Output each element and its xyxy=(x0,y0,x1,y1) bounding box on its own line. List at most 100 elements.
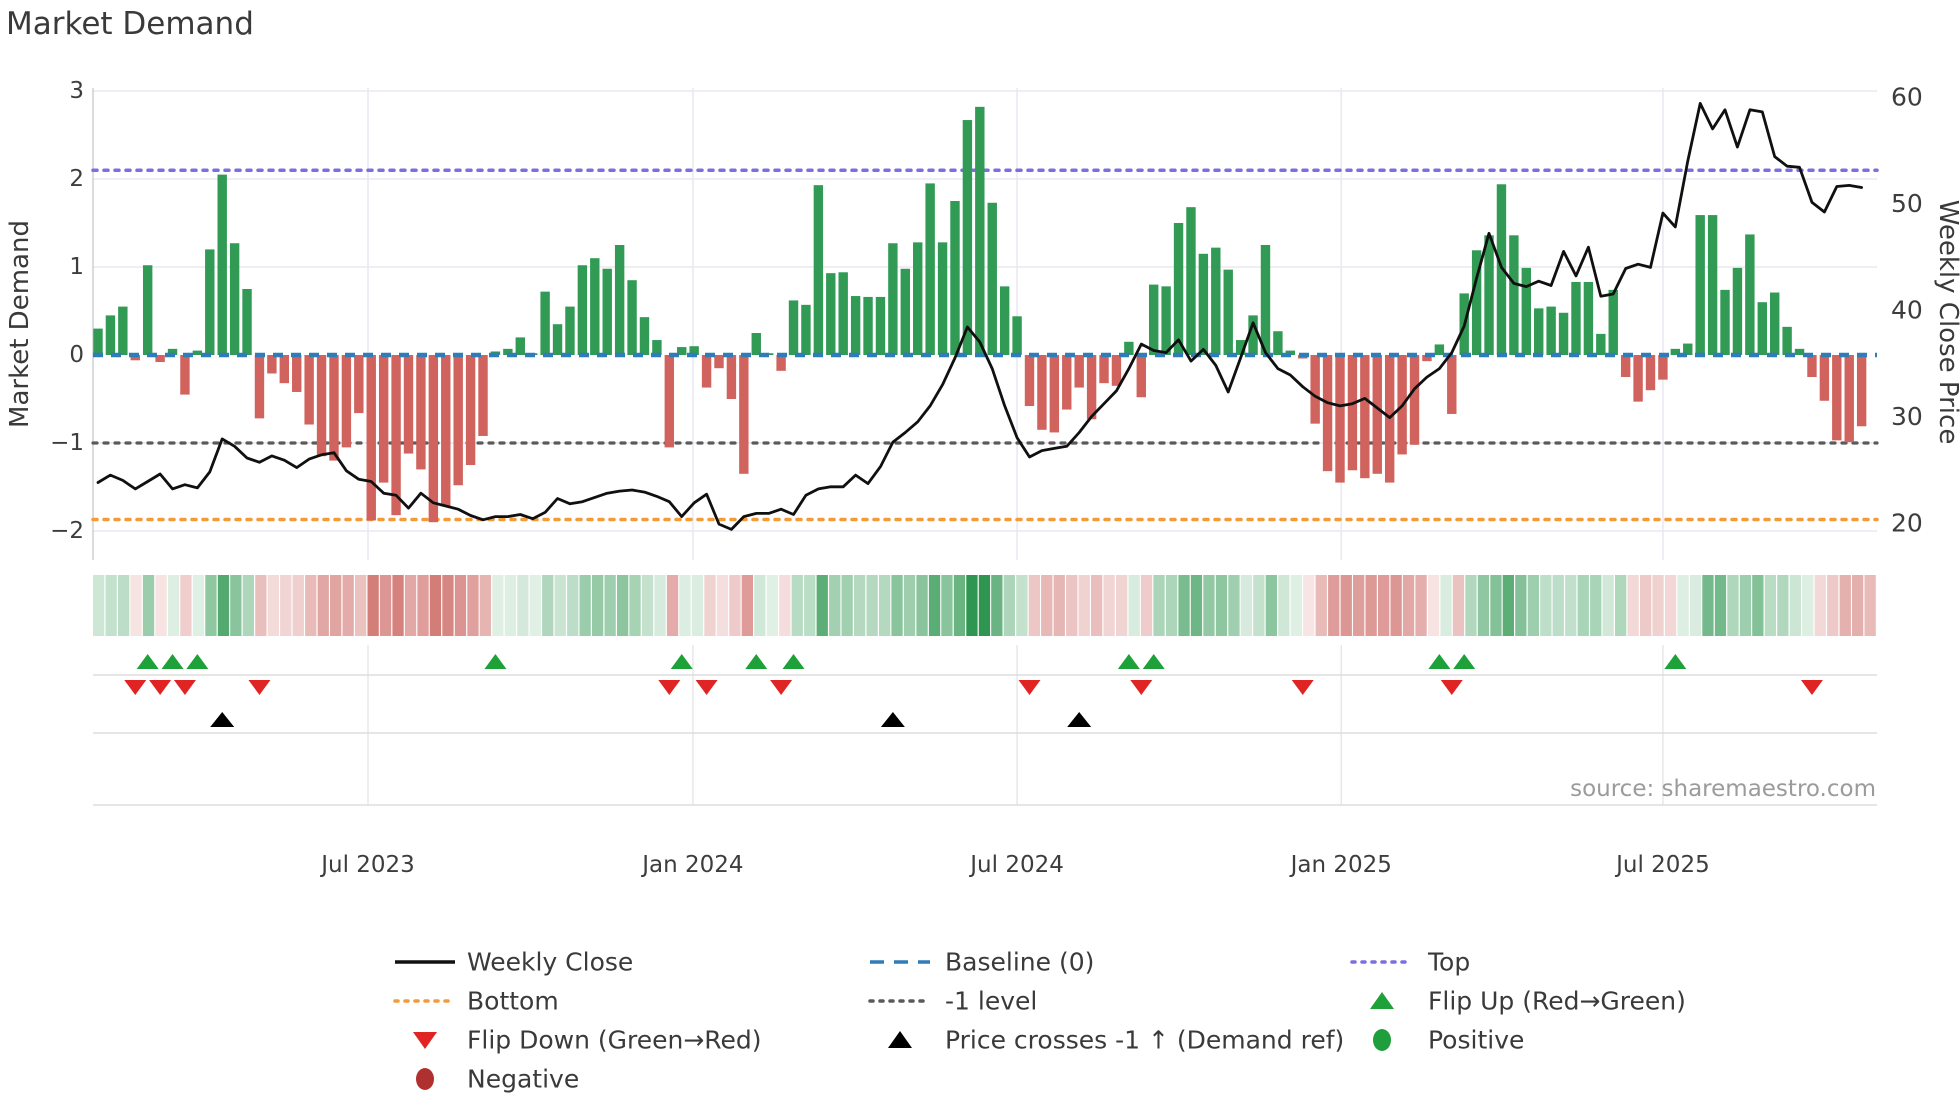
heatmap-cell xyxy=(392,575,404,636)
demand-bar-positive xyxy=(1782,326,1792,355)
heatmap-cell xyxy=(879,575,891,636)
heatmap-cell xyxy=(467,575,479,636)
demand-bar-negative xyxy=(329,355,339,461)
flip-down-marker xyxy=(173,680,196,695)
heatmap-cell xyxy=(255,575,267,636)
weekly-close-line xyxy=(96,102,1863,531)
flip-up-marker xyxy=(161,654,184,669)
heatmap-cell xyxy=(1178,575,1190,636)
heatmap-cell xyxy=(1565,575,1577,636)
demand-bar-positive xyxy=(565,306,575,355)
demand-bar-positive xyxy=(1211,247,1221,355)
heatmap-cell xyxy=(1378,575,1390,636)
demand-bar-positive xyxy=(1434,344,1445,355)
right-axis-tick-label: 50 xyxy=(1891,189,1923,218)
heatmap-cell xyxy=(1852,575,1864,636)
demand-bar-positive xyxy=(813,185,824,355)
heatmap-cell xyxy=(105,575,117,636)
heatmap-cell xyxy=(978,575,991,636)
demand-bar-positive xyxy=(801,304,811,355)
heatmap-cell xyxy=(1452,575,1465,636)
heatmap-cell xyxy=(1190,575,1203,636)
demand-bar-positive xyxy=(639,317,650,355)
axis-labels: 3 2 1 0 −1 −2 60 50 40 30 20 Jul 2023 Jan 2024 Jul 20… xyxy=(5,78,1960,878)
heatmap-cell xyxy=(567,575,579,636)
demand-bar-positive xyxy=(962,120,973,355)
x-axis-tick-label: Jul 2024 xyxy=(968,852,1064,878)
demand-bar-positive xyxy=(999,286,1010,355)
legend-item-label: Flip Down (Green→Red) xyxy=(467,1026,762,1055)
legend-item-label: Price crosses -1 ↑ (Demand ref) xyxy=(945,1026,1344,1055)
demand-bar-negative xyxy=(1633,355,1643,402)
legend-item-positive: Positive xyxy=(1373,1026,1524,1055)
legend-item-negative: Negative xyxy=(416,1065,579,1094)
demand-bar-negative xyxy=(701,355,712,388)
heatmap-cell xyxy=(1240,575,1252,636)
flip-up-icon xyxy=(1370,992,1394,1009)
demand-bar-positive xyxy=(1248,315,1258,355)
legend-item-flip-up-red-green: Flip Up (Red→Green) xyxy=(1370,987,1686,1016)
demand-bar-negative xyxy=(1360,355,1370,479)
heatmap-cell xyxy=(479,575,491,636)
demand-bar-negative xyxy=(453,355,463,486)
heatmap-cell xyxy=(1739,575,1752,636)
heatmap-cell xyxy=(903,575,916,636)
demand-bar-negative xyxy=(714,355,724,369)
demand-bar-negative xyxy=(180,355,190,395)
heatmap-cell xyxy=(342,575,354,636)
heatmap-cell xyxy=(404,575,417,636)
demand-bar-positive xyxy=(652,340,662,355)
heatmap-cell xyxy=(592,575,604,636)
flip-down-marker xyxy=(770,680,793,695)
demand-bar-negative xyxy=(354,355,364,414)
heatmap-cell xyxy=(854,575,866,636)
heatmap-cell xyxy=(1777,575,1789,636)
heatmap-cell xyxy=(741,575,753,636)
right-axis-tick-label: 30 xyxy=(1891,402,1923,431)
demand-bar-negative xyxy=(428,355,439,523)
demand-bar-positive xyxy=(826,273,836,355)
demand-bar-negative xyxy=(1620,355,1631,377)
demand-bar-positive xyxy=(1683,343,1693,355)
heatmap-cell xyxy=(804,575,816,636)
legend-item-label: Bottom xyxy=(467,987,559,1016)
demand-bar-positive xyxy=(788,300,799,355)
legend-item-baseline-0: Baseline (0) xyxy=(870,948,1094,977)
demand-bar-negative xyxy=(1062,355,1072,410)
flip-up-marker xyxy=(1117,654,1140,669)
left-axis-tick-label: −1 xyxy=(50,430,84,456)
heatmap-cell xyxy=(529,575,541,636)
demand-bar-negative xyxy=(1372,355,1382,474)
heatmap-cell xyxy=(1490,575,1502,636)
weekly-close-polyline xyxy=(96,102,1863,531)
heatmap-cell xyxy=(1328,575,1340,636)
heatmap-cell xyxy=(1515,575,1527,636)
demand-bar-negative xyxy=(267,355,277,374)
demand-bar-negative xyxy=(1832,355,1842,441)
heatmap-cell xyxy=(1153,575,1165,636)
demand-bar-negative xyxy=(1856,355,1867,427)
heatmap-cell xyxy=(1527,575,1539,636)
heatmap-cell xyxy=(180,575,192,636)
legend-item-flip-down-green-red: Flip Down (Green→Red) xyxy=(413,1026,762,1055)
heatmap-cell xyxy=(205,575,217,636)
heatmap-cell xyxy=(1215,575,1228,636)
heatmap-cell xyxy=(429,575,442,636)
demand-bar-negative xyxy=(1310,355,1320,424)
heatmap-cell xyxy=(716,575,729,636)
price-cross-marker xyxy=(210,712,235,727)
heatmap-cell xyxy=(1552,575,1564,636)
demand-bar-positive xyxy=(1720,289,1730,355)
demand-bar-negative xyxy=(1111,355,1122,386)
x-axis-tick-label: Jan 2025 xyxy=(1289,852,1392,878)
heatmap-cell xyxy=(1752,575,1764,636)
heatmap-cell xyxy=(641,575,654,636)
demand-bar-positive xyxy=(1124,341,1134,355)
source-credit: source: sharemaestro.com xyxy=(1570,776,1876,802)
heatmap-cell xyxy=(891,575,903,636)
demand-bar-positive xyxy=(850,296,861,355)
heatmap-cell xyxy=(953,575,966,636)
price-cross-icon xyxy=(888,1031,912,1048)
demand-bar-positive xyxy=(1583,281,1594,355)
